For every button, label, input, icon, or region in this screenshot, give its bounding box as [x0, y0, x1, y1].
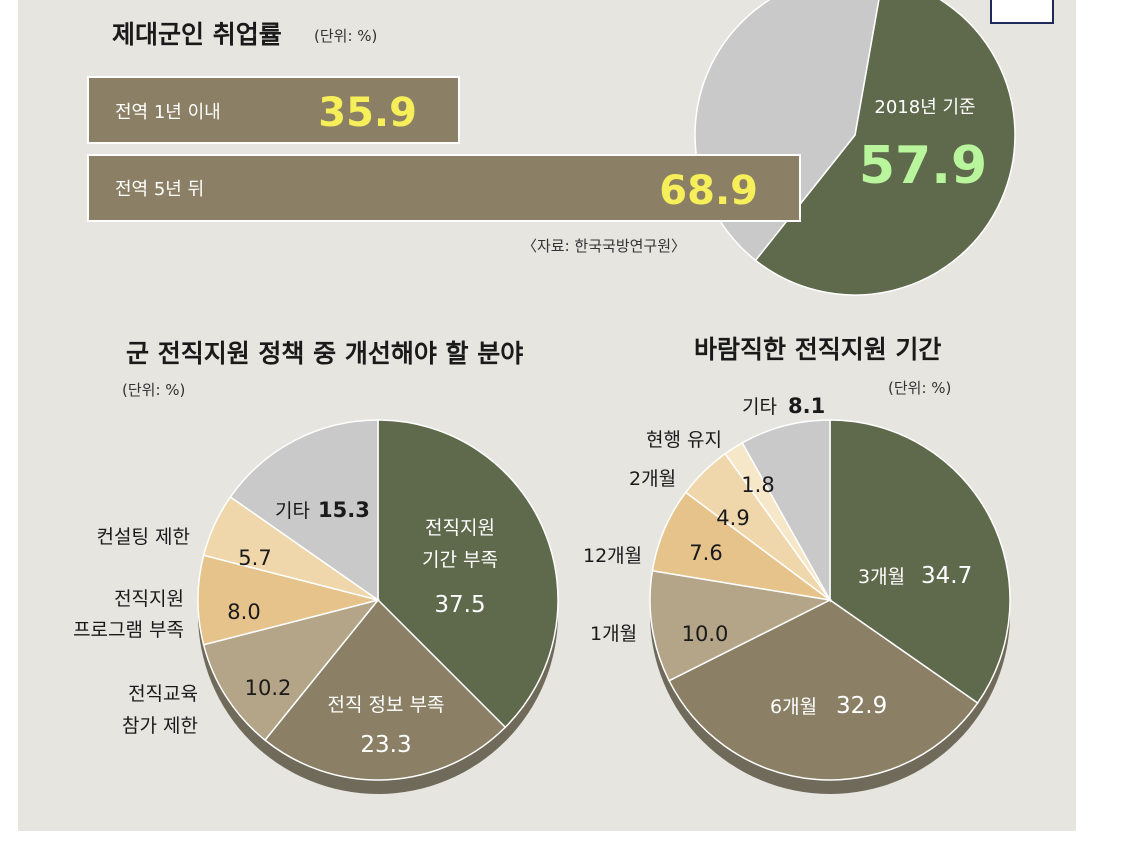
p3-slice6-value: 1.8 — [741, 473, 774, 497]
p2-slice2-value: 23.3 — [360, 732, 411, 758]
bar-within-1-year — [87, 76, 460, 144]
p3-slice4-label: 12개월 — [583, 545, 642, 567]
p3-slice3-value: 10.0 — [682, 622, 729, 646]
policy-chart-title: 군 전직지원 정책 중 개선해야 할 분야 — [126, 339, 523, 368]
support-period-pie — [649, 419, 1011, 794]
p3-slice2-value: 32.9 — [836, 693, 887, 719]
p2-slice1-label-b: 기간 부족 — [422, 549, 498, 571]
bar-chart-title: 제대군인 취업률 — [112, 20, 282, 49]
p3-slice3-label: 1개월 — [590, 623, 637, 645]
policy-chart-unit: (단위: %) — [122, 381, 185, 399]
pie1-label: 2018년 기준 — [874, 97, 975, 118]
p3-slice4-value: 7.6 — [689, 541, 722, 565]
pie1-slice-1 — [754, 0, 1016, 296]
source-note: 〈자료: 한국국방연구원〉 — [522, 237, 686, 255]
pie2-slice-1 — [377, 419, 559, 729]
p3-slice7-label: 기타 — [742, 396, 777, 418]
p3-slice5-label: 2개월 — [629, 468, 676, 490]
p2-slice6-value: 15.3 — [318, 498, 370, 522]
p3-slice6-label: 현행 유지 — [646, 429, 722, 451]
pie1-value: 57.9 — [859, 136, 987, 196]
bar1-value-label: 35.9 — [318, 90, 417, 136]
bar1-category-label: 전역 1년 이내 — [115, 102, 221, 123]
pie2-slice-2 — [263, 598, 507, 781]
page-number-box — [990, 0, 1054, 24]
p3-slice2-label: 6개월 — [770, 696, 817, 718]
pie3-slice-7 — [741, 419, 831, 603]
p3-slice1-value: 34.7 — [921, 563, 972, 589]
p2-slice4-label-b: 프로그램 부족 — [73, 619, 184, 641]
p3-slice5-value: 4.9 — [716, 506, 749, 530]
p2-slice3-label-a: 전직교육 — [128, 683, 198, 705]
pie2-slice-4 — [197, 554, 379, 646]
p2-slice3-label-b: 참가 제한 — [122, 715, 198, 737]
p2-slice4-label-a: 전직지원 — [114, 588, 184, 610]
period-chart-title: 바람직한 전직지원 기간 — [694, 335, 941, 364]
bar2-value-label: 68.9 — [659, 168, 758, 214]
pie2-slice-3 — [202, 598, 381, 742]
bar-after-5-years — [87, 154, 801, 222]
p2-slice1-value: 37.5 — [434, 592, 485, 618]
bar2-category-label: 전역 5년 뒤 — [115, 179, 204, 200]
policy-improvement-pie — [197, 419, 559, 794]
p2-slice6-label: 기타 — [275, 500, 310, 522]
bar-chart-unit: (단위: %) — [314, 27, 377, 45]
pie3-slice-3 — [649, 569, 833, 682]
pie2-slice-6 — [229, 419, 379, 602]
period-chart-unit: (단위: %) — [888, 379, 951, 397]
p2-slice2-label: 전직 정보 부족 — [328, 694, 445, 716]
pie3-slice-2 — [668, 599, 979, 781]
p2-slice1-label-a: 전직지원 — [425, 517, 495, 539]
p2-slice5-label: 컨설팅 제한 — [97, 526, 190, 548]
p2-slice3-value: 10.2 — [245, 676, 292, 700]
p3-slice7-value: 8.1 — [788, 394, 825, 418]
p3-slice1-label: 3개월 — [858, 566, 905, 588]
pie3-slice-1 — [829, 419, 1011, 705]
p2-slice4-value: 8.0 — [227, 600, 260, 624]
p2-slice5-value: 5.7 — [238, 546, 271, 570]
